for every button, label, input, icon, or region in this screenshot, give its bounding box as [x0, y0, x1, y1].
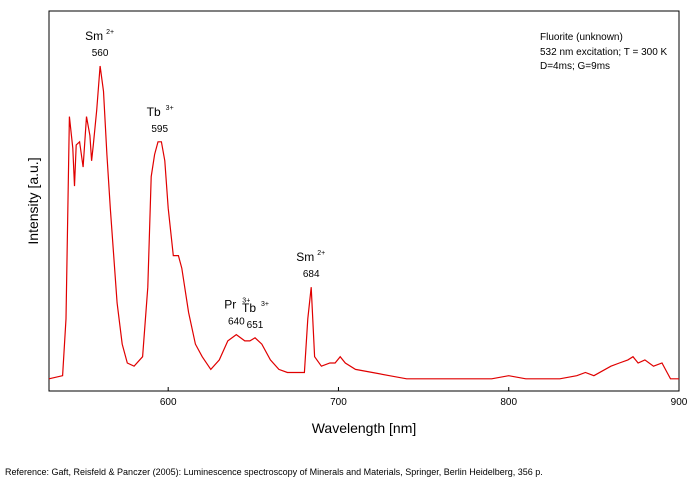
- annotation-ion-label: Pr: [224, 298, 236, 312]
- x-tick-label: 700: [330, 397, 347, 408]
- x-tick-label: 600: [160, 397, 177, 408]
- annotation-wavelength-label: 651: [247, 320, 264, 331]
- x-axis-label: Wavelength [nm]: [312, 420, 417, 436]
- x-tick-label: 800: [500, 397, 517, 408]
- plot-frame: [48, 10, 680, 392]
- annotation-ion-label: Tb: [147, 105, 161, 119]
- annotation-charge-label: 3+: [166, 105, 174, 112]
- annotation-684: Sm 2+ 684: [296, 250, 325, 280]
- annotation-charge-label: 3+: [261, 301, 269, 308]
- y-axis-label: Intensity [a.u.]: [25, 157, 41, 244]
- annotation-wavelength-label: 560: [92, 48, 109, 59]
- info-line-gate: D=4ms; G=9ms: [540, 61, 610, 72]
- annotation-charge-label: 3+: [242, 298, 250, 305]
- annotation-charge-label: 2+: [317, 250, 325, 257]
- reference-citation: Reference: Gaft, Reisfeld & Panczer (200…: [5, 467, 543, 477]
- annotation-640: Pr 3+ 640: [224, 298, 250, 328]
- annotation-wavelength-label: 595: [151, 124, 168, 135]
- annotation-651: Tb 3+651: [242, 301, 269, 331]
- series-line-spectrum: [48, 65, 679, 380]
- info-line-excitation: 532 nm excitation; T = 300 K: [540, 47, 668, 58]
- x-axis-ticks: 600 700 800 900: [160, 387, 688, 408]
- annotation-wavelength-label: 640: [228, 317, 245, 328]
- annotation-charge-label: 2+: [106, 29, 114, 36]
- x-tick-label: 900: [671, 397, 688, 408]
- annotation-ion-label: Sm: [296, 250, 314, 264]
- annotation-wavelength-label: 684: [303, 269, 320, 280]
- annotation-ion-label: Tb: [242, 301, 256, 315]
- annotation-560: Sm 2+ 560: [85, 29, 114, 59]
- annotation-ion-label: Sm: [85, 29, 103, 43]
- info-line-sample: Fluorite (unknown): [540, 32, 623, 43]
- annotation-595: Tb 3+ 595: [147, 105, 174, 135]
